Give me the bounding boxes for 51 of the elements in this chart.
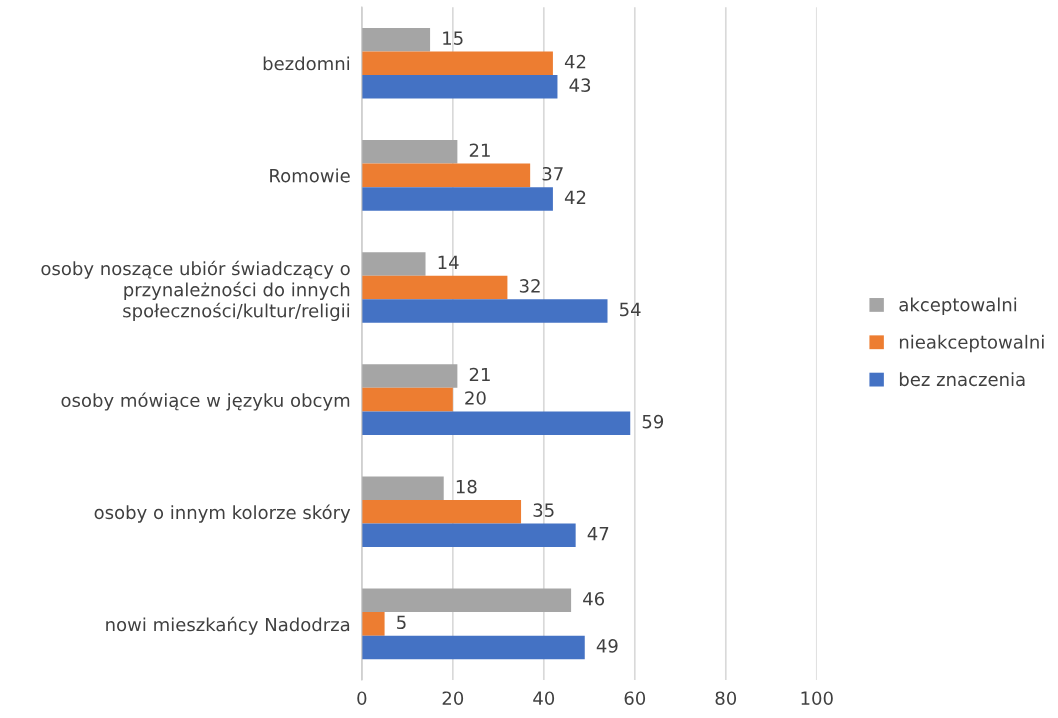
x-tick-label: 40 [533,691,555,706]
data-label: 46 [583,591,605,606]
x-tick-label: 0 [357,691,367,706]
bar [361,275,508,300]
bar [361,387,453,412]
bar [361,51,553,76]
bar [361,140,458,164]
bar [361,163,531,188]
bar [361,411,631,435]
x-tick-label: 80 [715,691,737,706]
bar [361,299,608,323]
data-label: 14 [438,255,459,269]
data-label: 32 [519,279,540,293]
y-tick-label: osoby o innym kolorze skóry [94,504,351,523]
data-label: 59 [642,414,664,429]
x-tick-label: 60 [624,691,646,706]
bar [361,499,522,524]
x-tick-label: 20 [442,691,464,706]
data-label: 42 [564,190,586,204]
bar [361,187,553,211]
data-label: 15 [443,31,463,45]
y-tick-label: bezdomni [263,56,350,71]
bar [361,588,572,613]
bar [361,252,426,276]
data-label: 54 [620,302,641,317]
bar [361,476,444,500]
data-label: 49 [596,639,618,653]
data-label: 42 [564,54,586,69]
y-tick-label: osoby noszące ubiór świadczący o przynależności do innych społeczności/kultur/religii [41,260,350,321]
bar [361,635,585,660]
data-label: 43 [569,78,591,93]
data-label: 37 [542,166,563,181]
data-label: 35 [533,503,554,517]
y-tick-label: nowi mieszkańcy Nadodrza [106,616,350,635]
legend-label: bez znaczenia [899,372,1025,387]
bar [361,27,431,52]
data-label: 21 [469,143,490,157]
bar [361,364,458,388]
y-tick-label: Romowie [270,168,350,183]
bar [361,75,558,99]
legend-label: akceptowalni [899,297,1017,315]
bar [361,612,385,636]
x-tick-label: 100 [801,691,833,706]
data-label: 18 [456,479,477,494]
legend-label: nieakceptowalni [899,334,1044,353]
data-label: 5 [397,615,406,630]
data-label: 20 [465,391,486,405]
bar [361,523,576,548]
data-label: 21 [469,367,490,382]
y-tick-label: osoby mówiące w języku obcym [61,392,350,411]
data-label: 47 [587,527,609,541]
